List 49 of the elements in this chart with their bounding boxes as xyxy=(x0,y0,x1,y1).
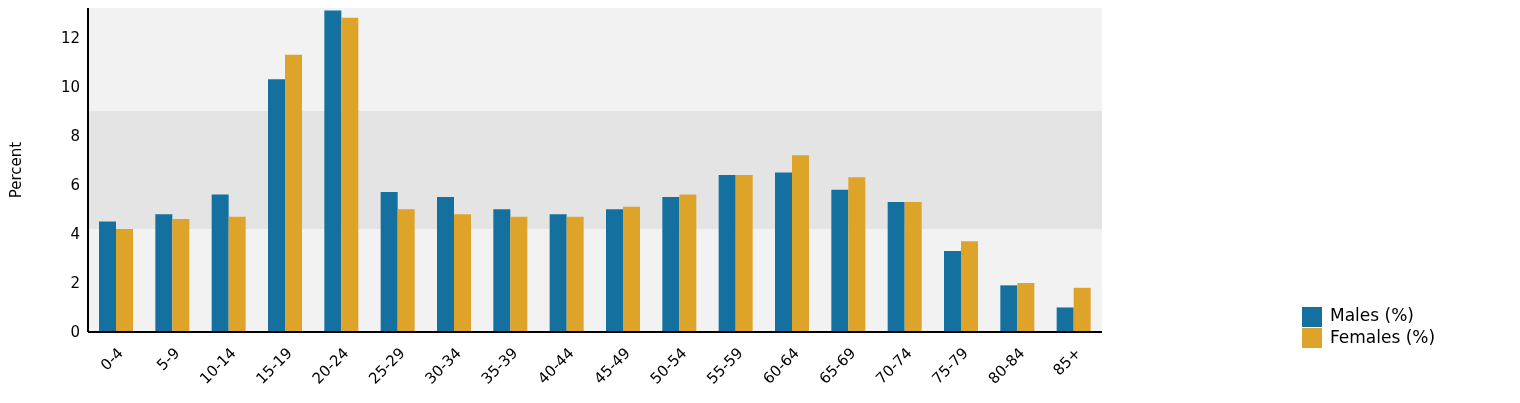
bar xyxy=(493,209,511,332)
y-tick-label: 10 xyxy=(60,77,80,96)
bar xyxy=(228,216,246,332)
bar xyxy=(380,192,398,332)
bar xyxy=(268,79,285,332)
bar xyxy=(735,174,753,332)
x-tick-label: 5-9 xyxy=(153,344,184,375)
bar xyxy=(1017,282,1035,332)
bar xyxy=(904,201,922,332)
bar xyxy=(831,189,849,332)
legend-label: Females (%) xyxy=(1330,326,1436,347)
bar xyxy=(510,216,528,332)
y-tick-label: 4 xyxy=(70,225,80,244)
bar xyxy=(437,197,454,332)
y-tick-label: 6 xyxy=(70,176,80,195)
bar xyxy=(549,214,567,332)
bar xyxy=(1000,285,1018,332)
bar xyxy=(606,209,623,332)
bar xyxy=(887,201,905,332)
bar xyxy=(775,172,792,332)
y-axis-title: Percent xyxy=(7,141,26,199)
bar xyxy=(211,194,229,332)
bar xyxy=(1073,287,1091,332)
bar xyxy=(961,241,978,332)
bar xyxy=(566,216,584,332)
bar xyxy=(99,221,116,332)
bar xyxy=(792,155,809,332)
bar xyxy=(623,206,640,332)
x-tick-label: 0-4 xyxy=(96,344,127,375)
y-tick-label: 0 xyxy=(70,323,80,342)
bar xyxy=(397,209,415,332)
y-tick-label: 8 xyxy=(70,126,80,145)
y-tick-label: 2 xyxy=(70,274,80,293)
bar xyxy=(662,197,680,332)
x-tick-label: 85+ xyxy=(1049,344,1085,380)
bar xyxy=(324,10,342,332)
bar xyxy=(155,214,173,332)
bar xyxy=(341,17,359,332)
bar xyxy=(172,219,190,332)
bar xyxy=(718,174,736,332)
y-tick-label: 12 xyxy=(60,28,80,47)
bar xyxy=(1056,307,1074,332)
bar xyxy=(848,177,866,332)
bar xyxy=(454,214,471,332)
bar xyxy=(679,194,697,332)
bar xyxy=(944,251,961,332)
bar xyxy=(116,228,133,332)
legend-label: Males (%) xyxy=(1330,305,1414,325)
bar xyxy=(285,54,302,332)
